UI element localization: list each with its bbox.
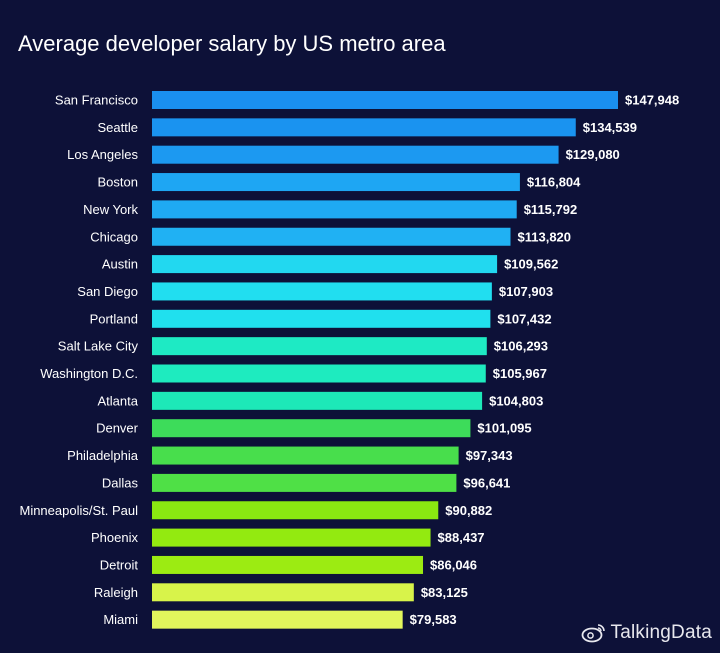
category-label: Denver — [96, 421, 139, 436]
category-label: Detroit — [100, 557, 139, 572]
bar — [152, 255, 498, 274]
category-label: Phoenix — [91, 530, 138, 545]
value-label: $109,562 — [504, 257, 558, 272]
bar — [152, 118, 576, 137]
category-label: San Diego — [77, 284, 138, 299]
category-label: Los Angeles — [67, 147, 138, 162]
bar — [152, 528, 431, 547]
category-label: Seattle — [98, 120, 138, 135]
value-label: $147,948 — [625, 93, 679, 108]
watermark: TalkingData — [581, 622, 712, 644]
value-label: $101,095 — [477, 421, 531, 436]
bar — [152, 282, 492, 301]
category-label: Austin — [102, 257, 138, 272]
value-label: $96,641 — [463, 475, 510, 490]
value-label: $83,125 — [421, 585, 468, 600]
bar — [152, 473, 457, 492]
value-label: $107,432 — [497, 311, 551, 326]
bar — [152, 555, 424, 574]
value-label: $105,967 — [493, 366, 547, 381]
category-label: Atlanta — [98, 393, 139, 408]
bar — [152, 227, 511, 246]
value-label: $106,293 — [494, 339, 548, 354]
bar-group: San Francisco $147,948 Seattle $134,539 Los … — [19, 91, 679, 629]
category-label: Portland — [90, 311, 138, 326]
category-label: Dallas — [102, 475, 139, 490]
category-label: Salt Lake City — [58, 339, 139, 354]
watermark-text: TalkingData — [610, 622, 712, 643]
category-label: Miami — [103, 612, 138, 627]
bar — [152, 364, 486, 383]
category-label: New York — [83, 202, 138, 217]
category-label: Philadelphia — [67, 448, 139, 463]
value-label: $129,080 — [566, 147, 620, 162]
value-label: $115,792 — [524, 202, 578, 217]
bar — [152, 501, 439, 520]
bar — [152, 309, 491, 328]
value-label: $104,803 — [489, 393, 543, 408]
bar — [152, 145, 559, 164]
value-label: $79,583 — [410, 612, 457, 627]
category-label: Raleigh — [94, 585, 138, 600]
value-label: $88,437 — [438, 530, 485, 545]
category-label: Chicago — [90, 229, 138, 244]
bar — [152, 173, 520, 192]
weibo-icon — [581, 622, 607, 644]
bar — [152, 200, 517, 219]
value-label: $86,046 — [430, 557, 477, 572]
bar — [152, 446, 459, 465]
bar — [152, 91, 618, 109]
category-label: San Francisco — [55, 93, 138, 108]
value-label: $97,343 — [466, 448, 513, 463]
bar — [152, 419, 471, 438]
bar — [152, 391, 483, 410]
value-label: $116,804 — [527, 175, 581, 190]
chart-title: Average developer salary by US metro are… — [18, 31, 446, 56]
value-label: $107,903 — [499, 284, 553, 299]
category-label: Minneapolis/St. Paul — [19, 503, 138, 518]
bar — [152, 583, 414, 602]
category-label: Boston — [98, 175, 138, 190]
value-label: $113,820 — [518, 229, 572, 244]
value-label: $134,539 — [583, 120, 637, 135]
category-label: Washington D.C. — [40, 366, 138, 381]
value-label: $90,882 — [445, 503, 492, 518]
bar — [152, 337, 487, 356]
bar — [152, 610, 403, 629]
